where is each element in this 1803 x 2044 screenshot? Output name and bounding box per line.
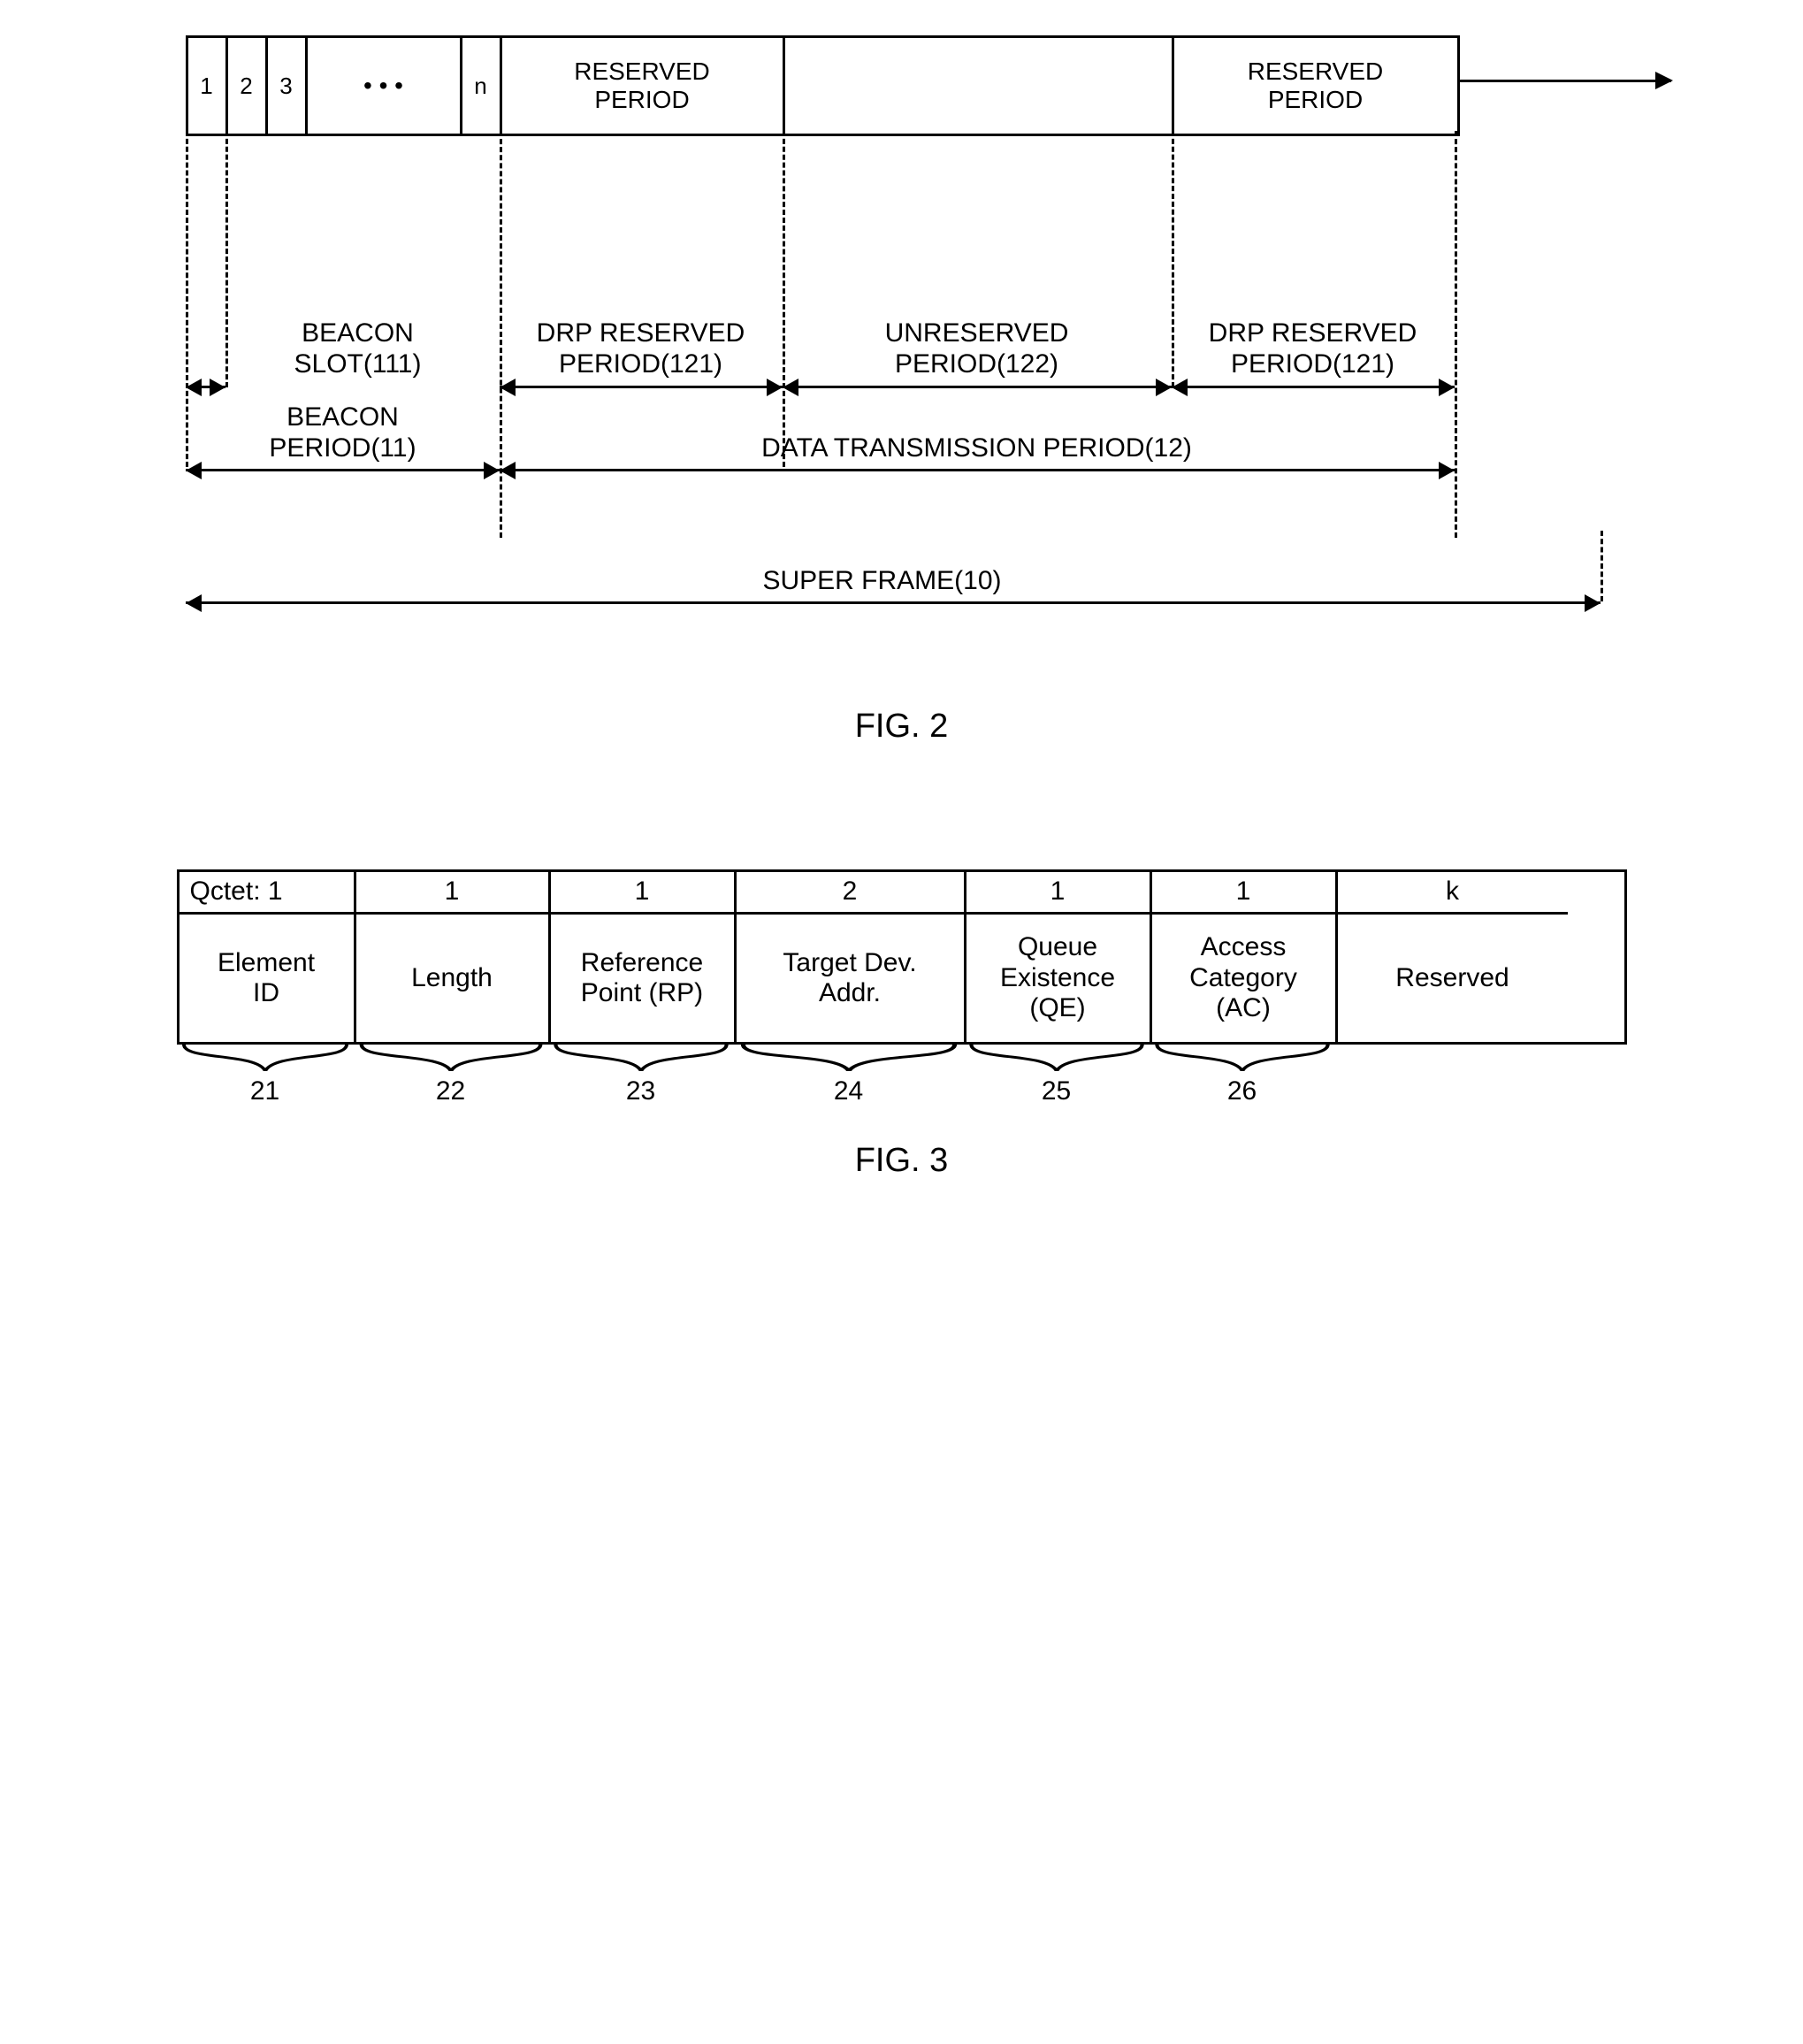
dimension-arrow [186, 386, 225, 388]
guide-line [1455, 131, 1457, 538]
frame-cell: RESERVED PERIOD [1174, 38, 1457, 134]
octet-cell: 1 [966, 872, 1152, 915]
dimension-label: BEACON SLOT(111) [294, 318, 422, 379]
field-number: 22 [354, 1045, 548, 1106]
field-number: 23 [548, 1045, 734, 1106]
field-cell: Reference Point (RP) [551, 915, 737, 1042]
octet-cell: 1 [551, 872, 737, 915]
field-cell: Access Category (AC) [1152, 915, 1338, 1042]
fig2-diagram: 123• • •nRESERVED PERIODRESERVED PERIODB… [150, 35, 1654, 672]
fig3-caption: FIG. 3 [35, 1142, 1768, 1180]
guide-line [225, 131, 228, 387]
dimension-label: SUPER FRAME(10) [762, 566, 1001, 597]
octet-cell: k [1338, 872, 1568, 915]
octet-cell: 1 [356, 872, 551, 915]
field-number [1335, 1045, 1565, 1106]
frame-cell: 3 [268, 38, 308, 134]
dimension-label: DRP RESERVED PERIOD(121) [537, 318, 745, 379]
dimension-label: UNRESERVED PERIOD(122) [885, 318, 1069, 379]
dimension-arrow [783, 386, 1172, 388]
frame-cell [785, 38, 1174, 134]
frame-cell: n [462, 38, 502, 134]
frame-cell: 1 [188, 38, 228, 134]
frame-cell: RESERVED PERIOD [502, 38, 785, 134]
field-cell: Reserved [1338, 915, 1568, 1042]
time-arrow [1459, 80, 1671, 82]
octet-cell: Qctet: 1 [180, 872, 356, 915]
dimension-arrow [500, 469, 1455, 471]
dimension-arrow [186, 601, 1601, 604]
field-cell: Length [356, 915, 551, 1042]
field-number: 25 [964, 1045, 1150, 1106]
guide-line [783, 131, 785, 467]
guide-line [186, 131, 188, 467]
fig3-diagram: Qctet: 111211kElement IDLengthReference … [177, 869, 1627, 1106]
dimension-arrow [500, 386, 783, 388]
dimension-label: DATA TRANSMISSION PERIOD(12) [761, 433, 1192, 464]
dimension-label: BEACON PERIOD(11) [269, 402, 416, 463]
octet-cell: 2 [737, 872, 966, 915]
frame-cell: 2 [228, 38, 268, 134]
field-cell: Queue Existence (QE) [966, 915, 1152, 1042]
dimension-arrow [186, 469, 500, 471]
octet-cell: 1 [1152, 872, 1338, 915]
frame-cell: • • • [308, 38, 462, 134]
guide-line [1601, 531, 1603, 601]
field-cell: Target Dev. Addr. [737, 915, 966, 1042]
fig2-caption: FIG. 2 [35, 708, 1768, 746]
field-number: 26 [1150, 1045, 1335, 1106]
field-cell: Element ID [180, 915, 356, 1042]
dimension-label: DRP RESERVED PERIOD(121) [1209, 318, 1417, 379]
guide-line [1172, 131, 1174, 387]
field-number: 21 [177, 1045, 354, 1106]
dimension-arrow [1172, 386, 1455, 388]
field-number: 24 [734, 1045, 964, 1106]
